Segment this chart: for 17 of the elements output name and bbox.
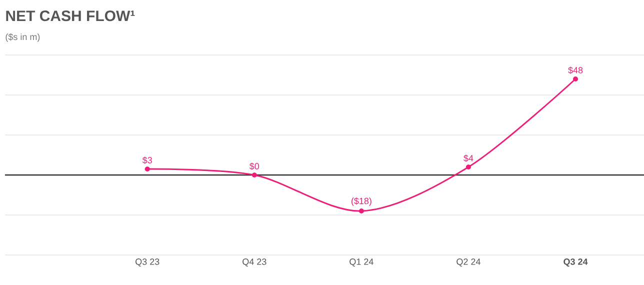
data-label: ($18)	[351, 197, 372, 206]
data-label: $48	[568, 66, 583, 74]
x-tick-label: Q2 24	[456, 258, 480, 267]
data-label: $0	[249, 162, 260, 170]
x-tick-label: Q3 23	[136, 258, 160, 267]
point	[252, 172, 257, 178]
data-label: $3	[142, 156, 152, 164]
point	[466, 164, 472, 170]
chart-subtitle: ($s in m)	[6, 33, 40, 42]
x-tick-label: Q3 24	[564, 258, 588, 267]
x-tick-label: Q1 24	[350, 258, 374, 267]
point	[358, 208, 364, 214]
point	[572, 76, 578, 82]
point	[144, 166, 150, 172]
x-tick-label: Q4 23	[242, 258, 266, 267]
chart-title: NET CASH FLOW¹	[6, 10, 135, 22]
data-label: $4	[464, 154, 474, 162]
